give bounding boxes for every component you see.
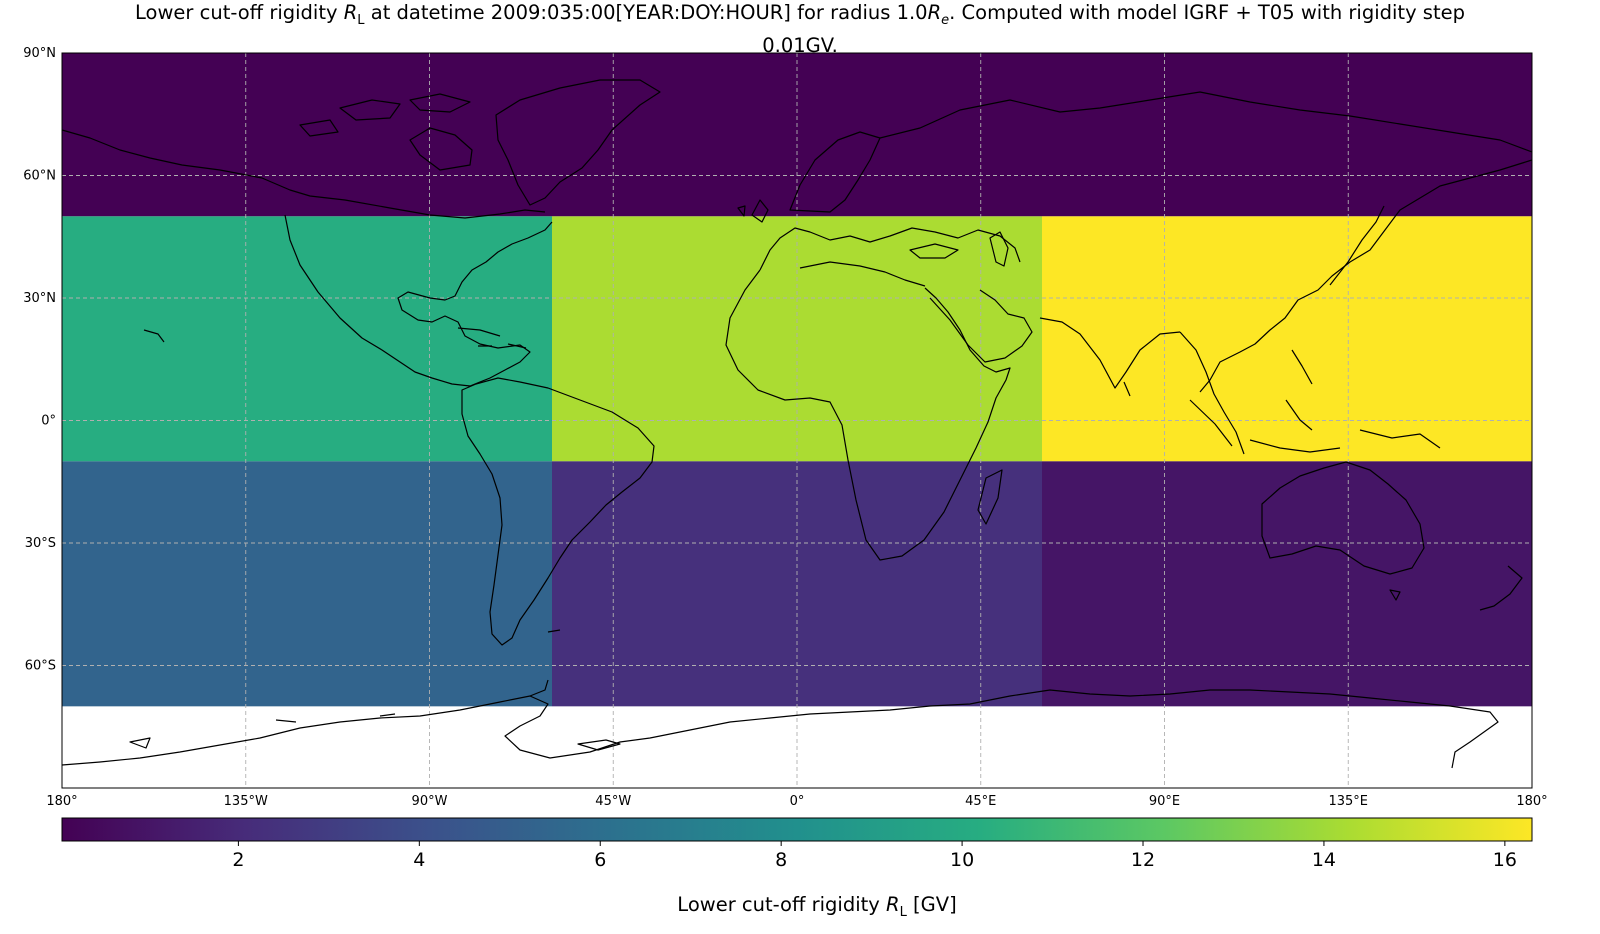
lat-tick-label: 90°N: [23, 46, 56, 61]
rigidity-cell-7: [1042, 461, 1532, 707]
coast-black-sea: [909, 243, 959, 259]
title-text-2: at datetime 2009:035:00[YEAR:DOY:HOUR] f…: [364, 1, 928, 24]
latitude-tick-labels: 90°N 60°N 30°N 0° 30°S 60°S: [23, 46, 56, 674]
map-frame: [61, 52, 1533, 789]
coast-japan: [1329, 205, 1385, 286]
coast-alaska-canada: [62, 129, 546, 219]
title-symbol-r: R: [343, 1, 358, 24]
coast-europe: [759, 227, 1021, 271]
lon-tick-label: 135°E: [1328, 794, 1368, 809]
coast-britain: [737, 199, 769, 223]
rigidity-cell-4: [1042, 216, 1532, 462]
lat-tick-label: 60°N: [23, 169, 56, 184]
coast-antarctic-isles: [129, 713, 621, 751]
lat-tick-label: 0°: [41, 414, 56, 429]
chart-title-line-2: 0.01GV.: [762, 33, 838, 57]
coast-baffin: [409, 127, 473, 171]
chart-title: Lower cut-off rigidity RL at datetime 20…: [0, 0, 1600, 58]
title-text-1: Lower cut-off rigidity: [135, 1, 344, 24]
colorbar-label-text: Lower cut-off rigidity: [677, 893, 887, 916]
coast-antarctic-peninsula: [529, 679, 549, 697]
lon-tick-label: 180°: [1516, 794, 1547, 809]
title-text-3: . Computed with model IGRF + T05 with ri…: [949, 1, 1465, 24]
coast-madagascar: [977, 469, 1003, 525]
lon-tick-label: 90°W: [412, 794, 448, 809]
colorbar-tick-label: 14: [1312, 849, 1336, 871]
lon-tick-label: 90°E: [1149, 794, 1180, 809]
coast-greenland: [495, 79, 661, 206]
coast-north-america: [284, 214, 553, 387]
coast-caspian: [989, 231, 1009, 267]
colorbar-label-unit: [GV]: [906, 893, 957, 916]
colorbar-tick-label: 2: [232, 849, 244, 871]
colorbar-tick-label: 16: [1493, 849, 1517, 871]
colorbar-tick-label: 6: [594, 849, 606, 871]
colorbar-ticks: 2 4 6 8 10 12 14 16: [232, 841, 1517, 871]
coast-russia-north: [879, 91, 1532, 153]
coast-srilanka: [1123, 381, 1131, 397]
lon-tick-label: 45°E: [965, 794, 996, 809]
lat-tick-label: 30°S: [25, 536, 56, 551]
coast-new-zealand: [1479, 565, 1523, 611]
coast-asia-east: [1199, 159, 1532, 393]
lat-tick-label: 30°N: [23, 291, 56, 306]
coast-tasmania: [1389, 589, 1401, 601]
rigidity-cell-2: [62, 216, 552, 462]
title-symbol-r-2: R: [927, 1, 942, 24]
colorbar-tick-label: 10: [950, 849, 974, 871]
title-subscript-l: L: [357, 12, 365, 28]
coast-caribbean: [457, 327, 527, 349]
coast-hawaii: [143, 329, 165, 343]
colorbar-tick-label: 8: [775, 849, 787, 871]
coast-mediterranean: [799, 261, 926, 287]
coast-india: [1039, 317, 1181, 389]
coast-philippines: [1291, 349, 1313, 385]
coast-arctic-isles: [299, 93, 471, 137]
colorbar-label-subscript: L: [899, 904, 907, 920]
coast-south-america: [461, 377, 655, 646]
title-subscript-e: e: [941, 12, 950, 28]
gridlines: [62, 53, 1532, 788]
colorbar-label: Lower cut-off rigidity RL [GV]: [62, 893, 1572, 920]
coast-indonesia: [1189, 399, 1341, 453]
lon-tick-label: 45°W: [595, 794, 631, 809]
colorbar-label-symbol: R: [886, 893, 900, 916]
longitude-tick-labels: 180° 135°W 90°W 45°W 0° 45°E 90°E 135°E 180°: [46, 794, 1547, 809]
rigidity-cell-5: [62, 461, 552, 707]
coast-new-guinea: [1359, 429, 1441, 449]
colorbar: [61, 817, 1533, 842]
coast-arabia: [929, 289, 1033, 363]
lat-tick-label: 60°S: [25, 659, 56, 674]
coast-antarctica: [62, 689, 1499, 769]
coastlines: [62, 79, 1532, 769]
coast-southeast-asia: [1179, 331, 1245, 455]
coast-africa: [725, 269, 1011, 561]
colorbar-tick-label: 12: [1131, 849, 1155, 871]
lon-tick-label: 135°W: [224, 794, 268, 809]
chart-title-line-1: Lower cut-off rigidity RL at datetime 20…: [0, 0, 1600, 33]
coast-australia: [1261, 461, 1425, 575]
coast-falklands: [547, 629, 561, 633]
colorbar-tick-label: 4: [413, 849, 425, 871]
lon-tick-label: 0°: [790, 794, 805, 809]
lon-tick-label: 180°: [46, 794, 77, 809]
